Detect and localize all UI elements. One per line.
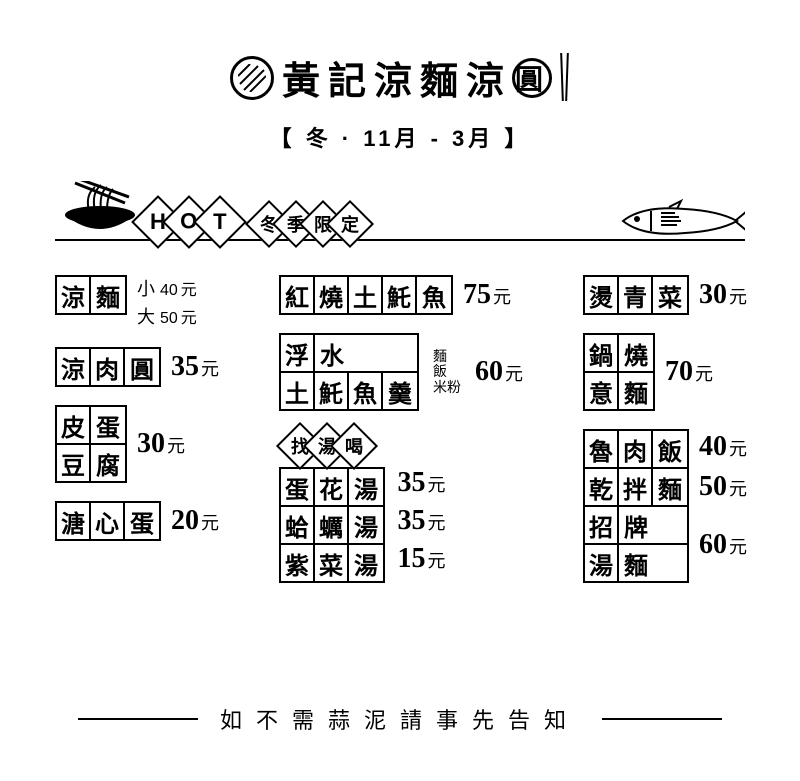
season-label: 【 冬 · 11月 - 3月 】 (55, 121, 745, 153)
shop-name: 黃 記 涼 麵 涼 圓 (282, 50, 552, 105)
footer: 如不需蒜泥請事先告知 (0, 703, 800, 735)
menu-item: 皮蛋 豆腐 30元 (55, 405, 255, 483)
menu-item: 燙 青 菜 30元 (583, 275, 747, 315)
logo-row: 黃 記 涼 麵 涼 圓 (55, 50, 745, 105)
noodle-bowl-icon (55, 181, 145, 239)
menu-col-1: 涼 麵 小40元 大50元 涼 肉 圓 35元 皮蛋 豆腐 30元 (55, 275, 255, 583)
fish-icon (615, 199, 745, 241)
menu-item: 魯肉飯 乾拌麵 招牌 湯麵 40元 50元 60元 (583, 429, 747, 583)
header: 黃 記 涼 麵 涼 圓 【 冬 · 11月 - 3月 】 (55, 50, 745, 153)
divider-icon (602, 718, 722, 720)
chopsticks-icon (560, 53, 570, 103)
logo-circle-char-icon: 圓 (512, 58, 552, 98)
soup-section: 找 湯 喝 蛋花湯 蛤蠣湯 紫菜湯 35元 35元 15元 (279, 429, 559, 583)
menu-item: 紅 燒 土 魠 魚 75元 (279, 275, 559, 315)
winter-limited-badge: 冬 季 限 定 (252, 207, 360, 241)
hot-badge: H O T (139, 203, 232, 241)
logo-hatch-icon (230, 56, 274, 100)
menu-grid: 涼 麵 小40元 大50元 涼 肉 圓 35元 皮蛋 豆腐 30元 (55, 275, 745, 583)
menu-item: 浮水 土魠魚羹 麵 飯 米粉 60元 (279, 333, 559, 411)
footer-note: 如不需蒜泥請事先告知 (220, 703, 580, 735)
menu-col-2: 紅 燒 土 魠 魚 75元 浮水 土魠魚羹 麵 飯 米粉 60元 找 湯 (279, 275, 559, 583)
menu-col-3: 燙 青 菜 30元 鍋燒 意麵 70元 魯肉飯 乾拌麵 招牌 湯麵 40元 50… (583, 275, 747, 583)
divider-icon (78, 718, 198, 720)
menu-item: 溏 心 蛋 20元 (55, 501, 255, 541)
menu-item: 涼 麵 小40元 大50元 (55, 275, 255, 329)
menu-item: 涼 肉 圓 35元 (55, 347, 255, 387)
item-note: 麵 飯 米粉 (433, 349, 461, 395)
section-bar: H O T 冬 季 限 定 (55, 183, 745, 241)
menu-item: 鍋燒 意麵 70元 (583, 333, 747, 411)
